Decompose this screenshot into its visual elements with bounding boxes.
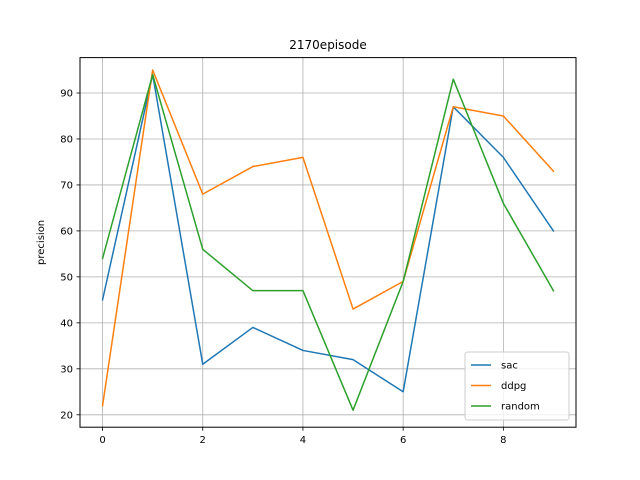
- plot-frame: [79, 57, 577, 428]
- y-tick-label: 80: [60, 135, 73, 146]
- x-tick-label: 0: [99, 435, 105, 446]
- series-line-sac: [101, 73, 555, 393]
- series-line-ddpg: [101, 69, 555, 407]
- y-tick-label: 50: [60, 272, 73, 283]
- legend-label-sac: sac: [501, 361, 518, 372]
- x-tick-label: 8: [500, 435, 506, 446]
- y-axis-label: precision: [36, 220, 47, 265]
- legend-box: [464, 351, 570, 421]
- y-tick-label: 60: [60, 227, 73, 238]
- series-line-random: [101, 73, 555, 411]
- x-tick-label: 4: [300, 435, 306, 446]
- y-tick-label: 30: [60, 364, 73, 375]
- y-tick-label: 20: [60, 410, 73, 421]
- chart-title: 2170episode: [289, 38, 366, 52]
- legend-label-random: random: [501, 402, 540, 413]
- y-axis: 20 30 40 50 60 70 80 90: [60, 89, 80, 421]
- legend: sac ddpg random: [464, 351, 570, 421]
- x-tick-label: 2: [200, 435, 206, 446]
- y-tick-label: 70: [60, 181, 73, 192]
- series-lines: [101, 69, 555, 411]
- y-tick-label: 40: [60, 318, 73, 329]
- legend-label-ddpg: ddpg: [501, 381, 526, 392]
- y-tick-label: 90: [60, 89, 73, 100]
- x-tick-label: 6: [400, 435, 406, 446]
- x-axis: 0 2 4 6 8: [99, 427, 507, 446]
